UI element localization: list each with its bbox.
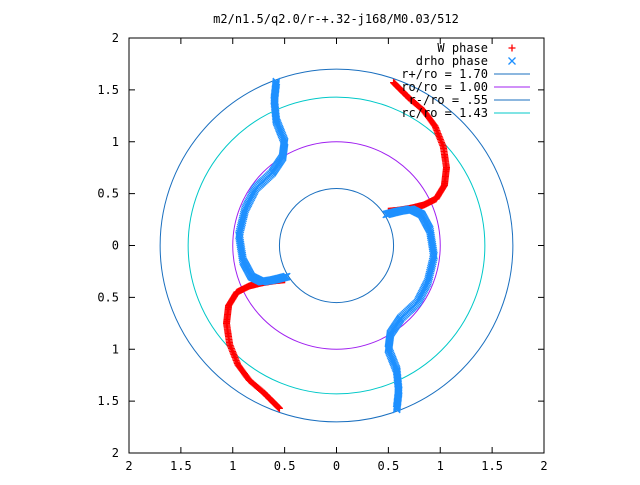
circles-layer bbox=[159, 68, 514, 423]
y-tick-label: 2 bbox=[112, 446, 119, 460]
y-tick-label: 0 bbox=[112, 239, 119, 253]
y-tick-label: 1.5 bbox=[97, 394, 119, 408]
legend-label: r+/ro = 1.70 bbox=[401, 67, 488, 81]
y-tick-label: 1 bbox=[112, 135, 119, 149]
drho-phase-point bbox=[392, 367, 401, 376]
y-tick-label: 0.5 bbox=[97, 290, 119, 304]
ticks-layer: 2 1.5 1 0.5 0 0.5 1 1.5 221.510.500.511.52 bbox=[97, 31, 547, 473]
x-tick-label: 0 bbox=[333, 459, 340, 473]
drho-phase-point bbox=[272, 115, 281, 124]
radius-circle bbox=[187, 96, 486, 395]
x-tick-label: 0.5 bbox=[378, 459, 400, 473]
x-tick-label: 1 bbox=[229, 459, 236, 473]
legend-label: ro/ro = 1.00 bbox=[401, 80, 488, 94]
y-tick-label: 2 bbox=[112, 31, 119, 45]
radius-circle bbox=[159, 68, 514, 423]
x-tick-label: 2 bbox=[125, 459, 132, 473]
drho-phase-point bbox=[282, 272, 291, 281]
w-phase-series bbox=[223, 79, 450, 412]
x-tick-label: 0.5 bbox=[274, 459, 296, 473]
y-tick-label: 1.5 bbox=[97, 83, 119, 97]
legend-symbol bbox=[508, 44, 516, 52]
chart-title: m2/n1.5/q2.0/r-+.32-j168/M0.03/512 bbox=[213, 12, 459, 26]
radius-circle bbox=[278, 187, 395, 304]
x-tick-label: 2 bbox=[540, 459, 547, 473]
legend-label: W phase bbox=[437, 41, 488, 55]
x-tick-label: 1 bbox=[437, 459, 444, 473]
y-tick-label: 0.5 bbox=[97, 187, 119, 201]
drho-phase-point bbox=[382, 210, 391, 219]
x-tick-label: 1.5 bbox=[170, 459, 192, 473]
w-phase-point bbox=[275, 404, 283, 412]
x-tick-label: 1.5 bbox=[481, 459, 503, 473]
y-tick-label: 1 bbox=[112, 342, 119, 356]
legend-symbol bbox=[508, 57, 516, 65]
points-layer bbox=[223, 77, 450, 414]
radius-circle bbox=[232, 141, 441, 350]
drho-phase-series bbox=[235, 77, 438, 414]
legend-label: rc/ro = 1.43 bbox=[401, 106, 488, 120]
legend-label: r-/ro = .55 bbox=[409, 93, 488, 107]
legend-label: drho phase bbox=[416, 54, 488, 68]
